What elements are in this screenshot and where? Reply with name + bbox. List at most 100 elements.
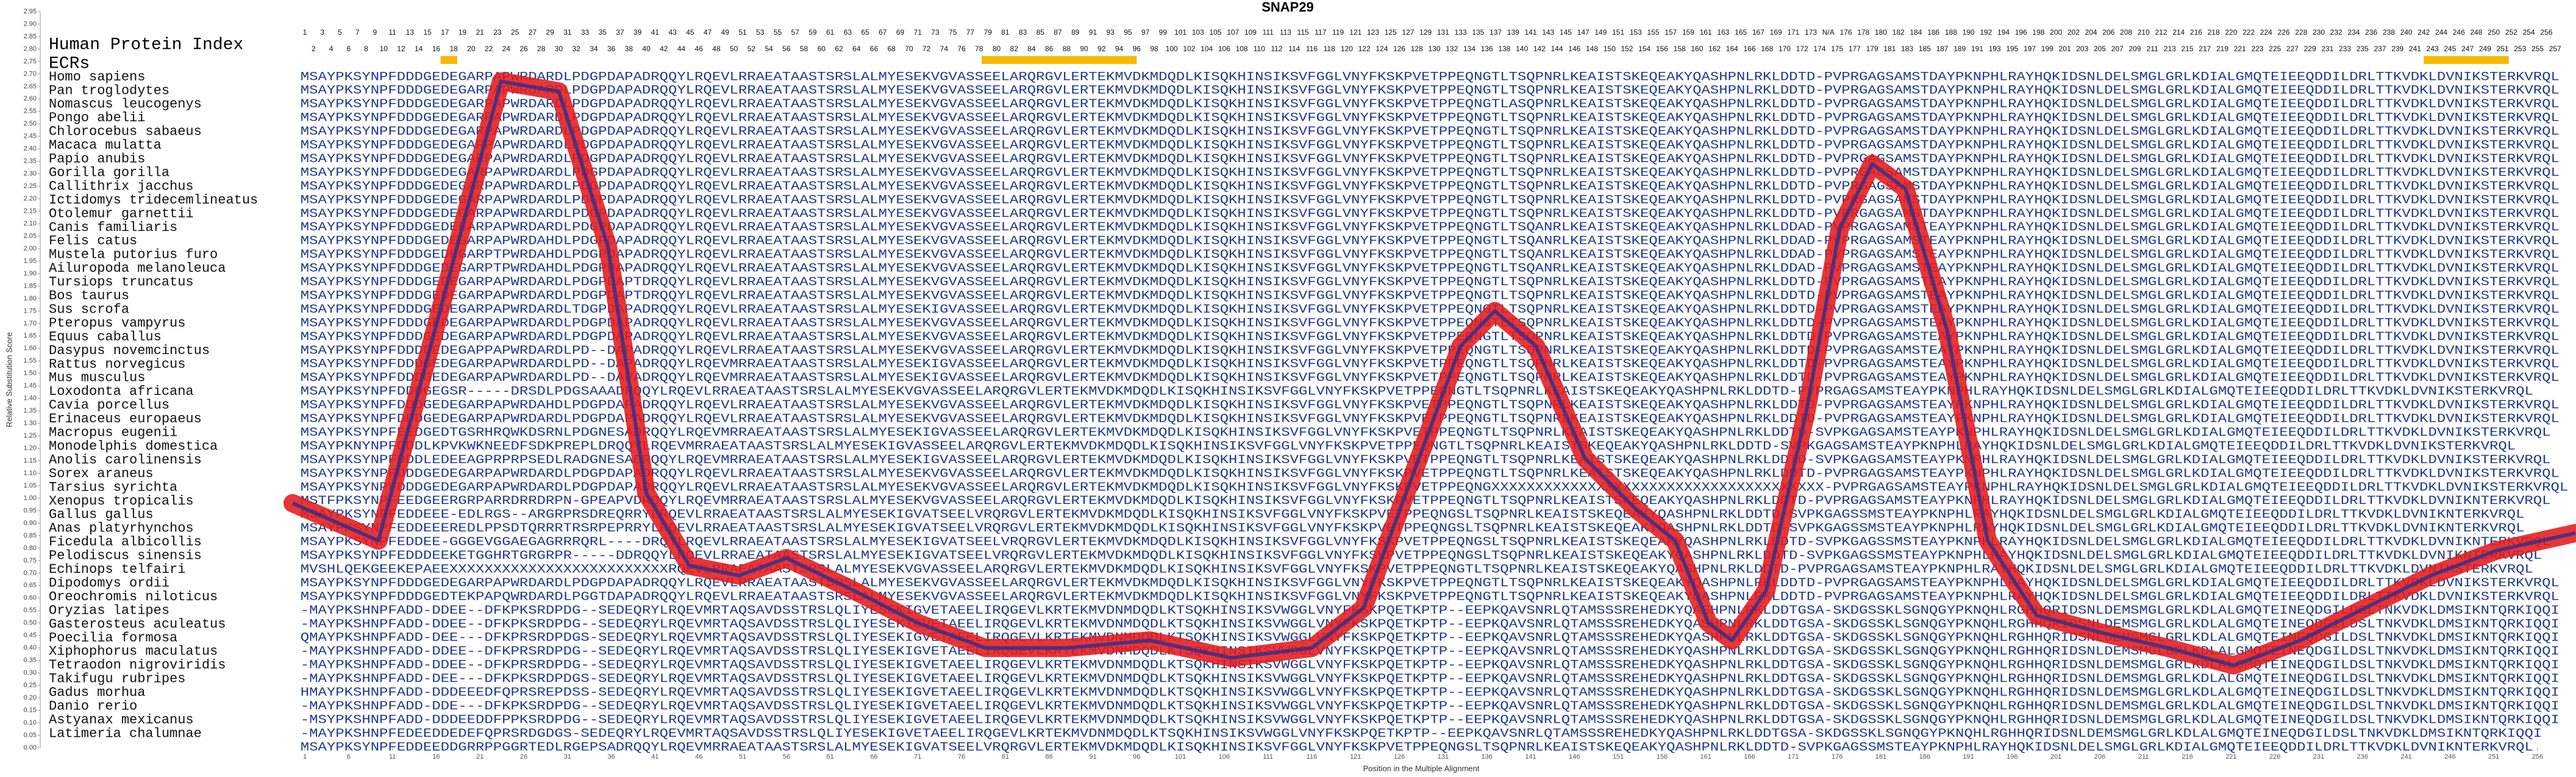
index-label: 86 [1045, 44, 1054, 53]
sequence: MSAYPKSYNPFDDDGEDEGARPAPWRDARDLPDGPDAPAD… [301, 152, 2560, 166]
index-label: 164 [1726, 44, 1738, 53]
sequence: HMAYPKSHNPFADD-DDDEEEDFQPRSREPDSS-SEDEQR… [301, 686, 2560, 700]
index-label: 246 [2453, 28, 2465, 37]
index-label: 87 [1054, 28, 1062, 37]
index-label: 114 [1288, 44, 1300, 53]
index-label: 107 [1227, 28, 1239, 37]
index-label: 224 [2260, 28, 2272, 37]
sequence: -MAYPKSHNPFADD-DDEE--DFKPRSRDPDG--SEDEQR… [301, 659, 2560, 673]
y-tick-label: 1.95 [24, 257, 37, 264]
index-label: 29 [546, 28, 554, 37]
x-tick-label: 186 [1919, 753, 1930, 761]
x-tick-label: 46 [695, 753, 702, 761]
y-tick-label: 2.95 [24, 8, 37, 15]
ecr-bar [982, 56, 1137, 64]
y-tick-label: 0.00 [24, 744, 37, 751]
index-label: 249 [2479, 44, 2491, 53]
index-label: 18 [449, 44, 458, 53]
index-label: 195 [2006, 44, 2018, 53]
y-tick-label: 0.20 [24, 694, 37, 701]
y-tick-label: 2.65 [24, 83, 37, 90]
sequence: MSAYPKSYNPFDDDGEDEGARPAPWRDARDLPDGPDAPAD… [301, 84, 2560, 98]
y-tick-label: 1.20 [24, 445, 37, 452]
index-label: 106 [1218, 44, 1230, 53]
sequence: MSAYPKSYNPFDDDGEDEGARPAPWRDARDLPDGPDAPTD… [301, 275, 2560, 289]
index-label: 191 [1971, 44, 1983, 53]
index-label: 180 [1875, 28, 1887, 37]
x-tick-label: 86 [1046, 753, 1053, 761]
index-label: 203 [2076, 44, 2088, 53]
x-tick-label: 76 [958, 753, 965, 761]
index-label: 77 [966, 28, 975, 37]
index-label: 214 [2172, 28, 2185, 37]
index-label: 184 [1910, 28, 1922, 37]
x-tick-label: 211 [2138, 753, 2149, 761]
index-label: 68 [887, 44, 896, 53]
sequence: MSAYPKSYNPFDDDGEDEGARPAPWRDARDLPDGPDAPAD… [301, 207, 2560, 221]
index-label: 63 [844, 28, 852, 37]
index-label: 245 [2444, 44, 2456, 53]
x-tick-label: 146 [1569, 753, 1580, 761]
index-label: 41 [651, 28, 660, 37]
species-name: Rattus norvegicus [49, 357, 185, 372]
y-tick-label: 2.15 [24, 207, 37, 215]
x-tick-label: 116 [1307, 753, 1318, 761]
y-tick-label: 2.20 [24, 195, 37, 202]
species-name: Xiphophorus maculatus [49, 644, 218, 659]
index-label: 237 [2374, 44, 2386, 53]
index-label: 238 [2383, 28, 2395, 37]
index-label: 98 [1150, 44, 1158, 53]
index-label: 126 [1393, 44, 1405, 53]
sequence: MSAYPKSYNPFDDDGEDEGARPAPWRDARDLPDGPDAPAD… [301, 330, 2560, 344]
y-tick-label: 2.45 [24, 133, 37, 140]
index-label: 151 [1612, 28, 1624, 37]
species-name: Erinaceus europaeus [49, 411, 202, 427]
sequence: MSAYPKSYNPFEDDEEDDGRRPPGGRTEDLRGEPSADRQQ… [301, 740, 2533, 754]
species-name: Gadus morhua [49, 685, 145, 700]
species-name: Tarsius syrichta [49, 480, 177, 495]
sequence: MSAYPKSYNPFDDDGEDEGARPAPWRDAHDLPDGPDAPAD… [301, 235, 2560, 249]
index-label: 146 [1568, 44, 1580, 53]
x-tick-label: 81 [1002, 753, 1009, 761]
species-name: Xenopus tropicalis [49, 494, 194, 509]
index-label: 88 [1063, 44, 1071, 53]
species-name: Pteropus vampyrus [49, 316, 185, 331]
y-tick-label: 2.10 [24, 220, 37, 227]
index-label: 51 [738, 28, 747, 37]
index-label: 189 [1953, 44, 1966, 53]
y-tick-label: 0.40 [24, 644, 37, 651]
index-label: 115 [1297, 28, 1309, 37]
y-tick-label: 1.40 [24, 395, 37, 402]
index-label: 33 [581, 28, 590, 37]
species-name: Latimeria chalumnae [49, 726, 202, 741]
index-label: 79 [983, 28, 992, 37]
y-tick-label: 1.55 [24, 357, 37, 364]
sequence: -MAYPKSHNPFADD-DEE---DFKPKSRDPDGS-SEDEQR… [301, 672, 2560, 686]
index-label: 56 [782, 44, 791, 53]
index-label: 157 [1664, 28, 1677, 37]
index-label: 94 [1115, 44, 1124, 53]
index-label: 6 [346, 44, 351, 53]
index-label: 167 [1752, 28, 1764, 37]
index-label: 76 [957, 44, 966, 53]
index-label: 85 [1036, 28, 1045, 37]
y-tick-label: 1.80 [24, 295, 37, 302]
x-tick-label: 196 [2007, 753, 2018, 761]
y-tick-label: 0.95 [24, 507, 37, 514]
sequence: -MAYPKSHNPFADD-DDEE--DFKPKSRDPDG--SEDEQR… [301, 617, 2560, 631]
x-tick-label: 26 [520, 753, 527, 761]
y-tick-label: 2.70 [24, 70, 37, 77]
index-label: 111 [1263, 28, 1274, 37]
index-label: 206 [2102, 28, 2114, 37]
index-label: 13 [406, 28, 415, 37]
chart-title: SNAP29 [1261, 0, 1314, 15]
index-label: 67 [879, 28, 887, 37]
index-label: 129 [1419, 28, 1432, 37]
index-label: 210 [2138, 28, 2150, 37]
y-tick-label: 1.85 [24, 282, 37, 289]
sequence: MSAYPKSYNPFDDDGEDEGARPTPWRDAHDLPDGPDAPAD… [301, 248, 2560, 262]
y-tick-label: 2.90 [24, 20, 37, 27]
index-label: 122 [1358, 44, 1371, 53]
index-label: 201 [2059, 44, 2071, 53]
index-label: 47 [704, 28, 712, 37]
